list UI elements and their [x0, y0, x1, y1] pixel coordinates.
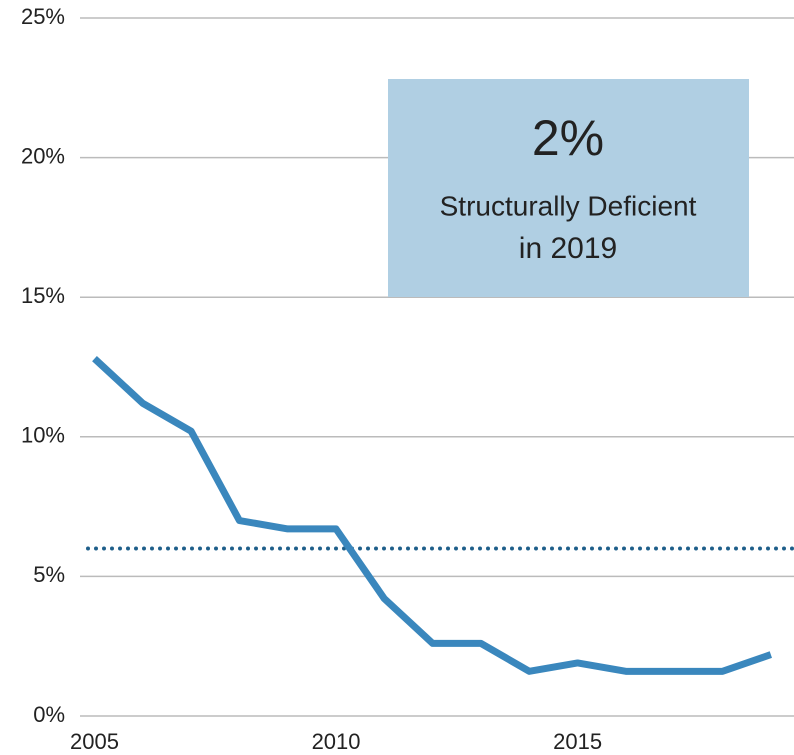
annotation-text: Structurally Deficient — [440, 190, 697, 221]
annotation-box — [388, 79, 749, 297]
y-tick-label: 20% — [21, 143, 65, 168]
x-tick-label: 2015 — [553, 729, 602, 754]
x-tick-label: 2010 — [312, 729, 361, 754]
y-tick-label: 25% — [21, 4, 65, 29]
x-tick-label: 2005 — [70, 729, 119, 754]
y-tick-label: 5% — [33, 562, 65, 587]
y-tick-label: 10% — [21, 423, 65, 448]
y-tick-label: 0% — [33, 702, 65, 727]
data-line — [92, 356, 772, 675]
annotation-text: in 2019 — [519, 232, 617, 265]
annotation-value: 2% — [532, 110, 604, 166]
y-tick-label: 15% — [21, 283, 65, 308]
